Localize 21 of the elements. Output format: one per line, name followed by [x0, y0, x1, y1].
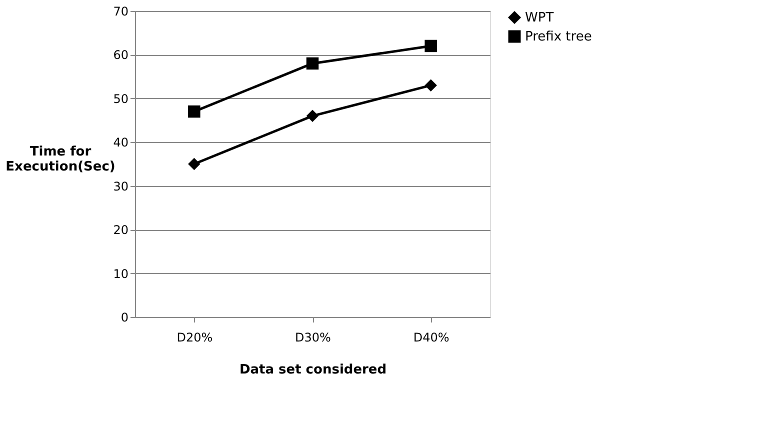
legend-label: WPT: [525, 10, 554, 26]
y-tick-label: 20: [113, 223, 128, 238]
point: [188, 105, 200, 118]
y-tick-label: 60: [113, 48, 128, 62]
y-axis-title: Time for Execution(Sec): [6, 144, 116, 174]
legend-label: Prefix tree: [525, 30, 592, 44]
y-tick-label: 70: [113, 4, 128, 18]
point: [306, 110, 319, 122]
x-tick-label: D20%: [176, 330, 213, 344]
x-tick-label: D40%: [413, 330, 450, 344]
point: [306, 57, 319, 70]
y-tick-label: 50: [113, 92, 128, 106]
y-tick-label: 0: [120, 310, 128, 324]
point: [188, 158, 200, 170]
x-tick-label: D30%: [295, 330, 331, 344]
y-tick-label: 40: [113, 136, 128, 150]
x-axis-title: Data set considered: [239, 362, 387, 378]
y-tick-label: 30: [113, 179, 128, 194]
point: [424, 40, 437, 52]
y-tick-label: 10: [113, 266, 128, 281]
point: [424, 79, 437, 92]
